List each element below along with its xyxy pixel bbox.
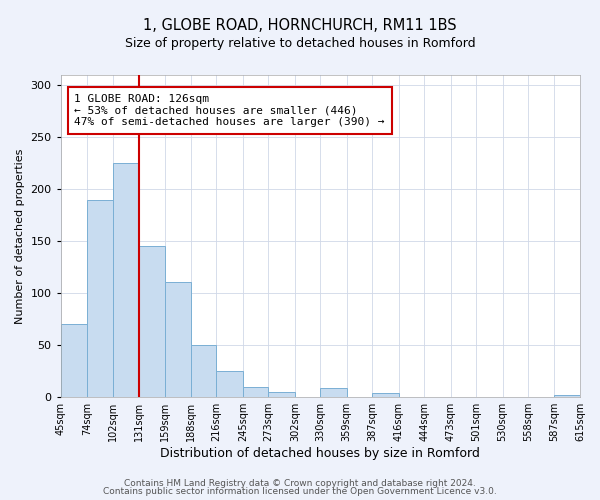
Bar (61, 324, 87, 397)
Bar (217, 371, 243, 397)
Y-axis label: Number of detached properties: Number of detached properties (15, 148, 25, 324)
Bar (268, 392, 295, 397)
Bar (191, 345, 217, 397)
Text: Contains public sector information licensed under the Open Government Licence v3: Contains public sector information licen… (103, 487, 497, 496)
Text: Contains HM Land Registry data © Crown copyright and database right 2024.: Contains HM Land Registry data © Crown c… (124, 478, 476, 488)
Text: 1 GLOBE ROAD: 126sqm
← 53% of detached houses are smaller (446)
47% of semi-deta: 1 GLOBE ROAD: 126sqm ← 53% of detached h… (74, 94, 385, 127)
Bar (243, 387, 268, 397)
Text: Size of property relative to detached houses in Romford: Size of property relative to detached ho… (125, 38, 475, 51)
Bar (87, 200, 113, 397)
Bar (320, 388, 347, 397)
Bar (164, 282, 191, 397)
Text: 1, GLOBE ROAD, HORNCHURCH, RM11 1BS: 1, GLOBE ROAD, HORNCHURCH, RM11 1BS (143, 18, 457, 32)
Bar (372, 393, 399, 397)
Bar (113, 164, 139, 397)
X-axis label: Distribution of detached houses by size in Romford: Distribution of detached houses by size … (160, 447, 480, 460)
Bar (139, 246, 164, 397)
Bar (554, 395, 580, 397)
